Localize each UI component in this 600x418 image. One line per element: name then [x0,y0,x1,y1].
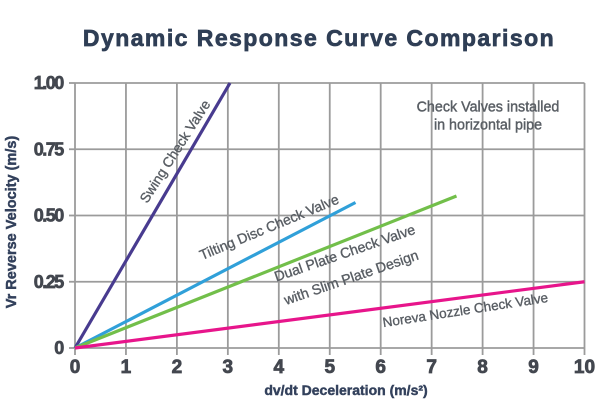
svg-text:3: 3 [223,357,234,378]
svg-text:Swing Check Valve: Swing Check Valve [136,97,213,206]
svg-text:0.50: 0.50 [34,206,65,226]
svg-text:8: 8 [477,357,488,378]
svg-text:9: 9 [528,357,539,378]
svg-text:6: 6 [375,357,386,378]
svg-text:5: 5 [324,357,335,378]
svg-text:0.75: 0.75 [34,139,65,159]
svg-text:in horizontal pipe: in horizontal pipe [434,118,542,134]
svg-text:4: 4 [274,357,285,378]
svg-text:Check Valves installed: Check Valves installed [417,100,560,116]
svg-text:Dynamic Response Curve Compari: Dynamic Response Curve Comparison [83,25,555,51]
svg-text:1.00: 1.00 [34,73,65,93]
svg-text:dv/dt Deceleration (m/s²): dv/dt Deceleration (m/s²) [264,382,427,398]
svg-text:1: 1 [121,357,132,378]
svg-text:2: 2 [172,357,183,378]
svg-text:0: 0 [70,357,81,378]
svg-text:10: 10 [574,357,595,378]
svg-text:7: 7 [426,357,437,378]
svg-text:0: 0 [54,338,64,358]
svg-text:Vr Reverse Velocity (m/s): Vr Reverse Velocity (m/s) [4,136,20,309]
svg-text:0.25: 0.25 [34,272,65,292]
